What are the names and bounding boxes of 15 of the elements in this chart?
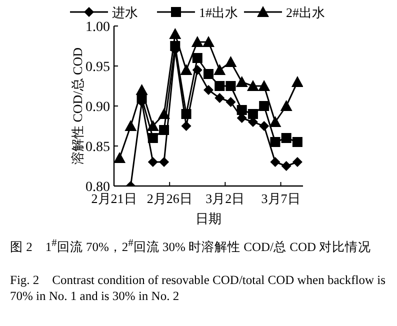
- y-tick-label: 0.95: [86, 60, 110, 75]
- x-axis-title: 日期: [196, 211, 222, 226]
- legend-label: 2#出水: [286, 5, 325, 20]
- x-tick-label: 3月7日: [261, 191, 300, 206]
- y-tick-label: 1.00: [86, 20, 110, 35]
- caption: Fig. 2 Contrast condition of resovable COD/total COD when backflow is 70% in No. 1 and is 30% in No. 2: [10, 272, 386, 304]
- y-axis-title: 溶解性 COD/总 COD: [70, 47, 85, 165]
- x-tick-label: 2月21日: [91, 191, 137, 206]
- legend-label: 进水: [112, 5, 138, 20]
- caption: 图 2 1$^{#}$回流 70%，2$^{#}$回流 30% 时溶解性 COD/总 COD 对比情况: [10, 237, 372, 256]
- legend-label: 1#出水: [199, 5, 238, 20]
- y-tick-label: 0.85: [86, 140, 110, 155]
- x-tick-label: 3月2日: [206, 191, 245, 206]
- y-tick-label: 0.90: [86, 100, 110, 115]
- x-tick-label: 2月26日: [146, 191, 192, 206]
